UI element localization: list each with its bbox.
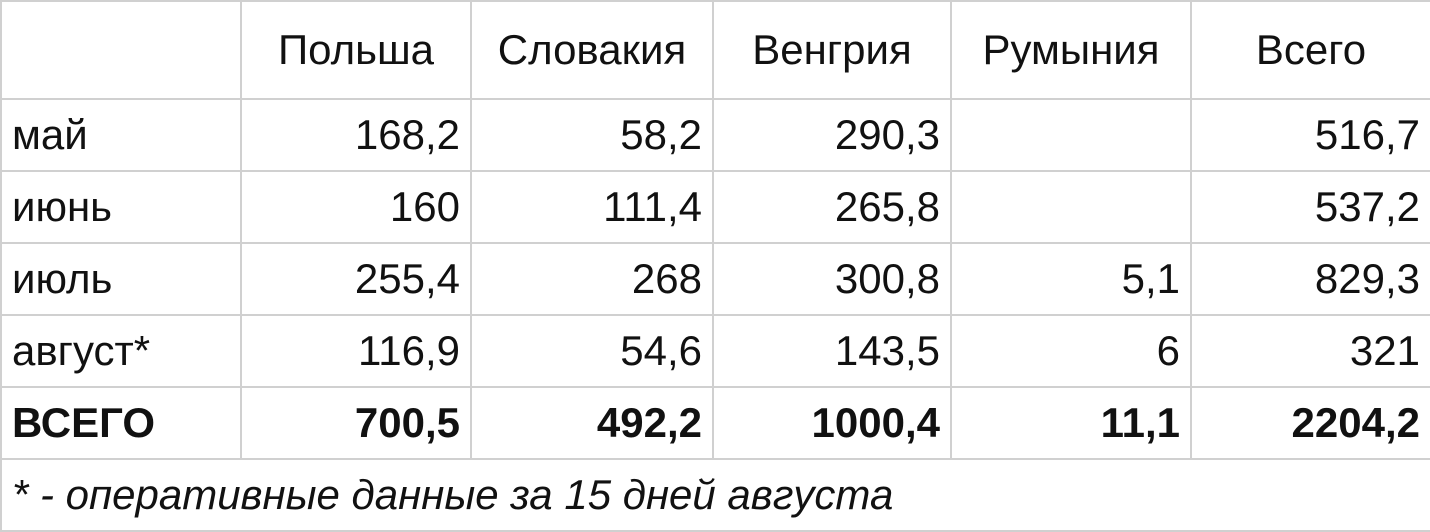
table-cell: 321 — [1190, 314, 1430, 388]
table-cell — [950, 170, 1192, 244]
column-header: Всего — [1190, 0, 1430, 100]
table-cell: 143,5 — [712, 314, 952, 388]
table-cell: 5,1 — [950, 242, 1192, 316]
table-cell: 168,2 — [240, 98, 472, 172]
table-cell: 111,4 — [470, 170, 714, 244]
table-cell: 6 — [950, 314, 1192, 388]
column-header: Словакия — [470, 0, 714, 100]
row-label: май — [0, 98, 242, 172]
table-row: июнь 160 111,4 265,8 537,2 — [0, 170, 1430, 244]
table-row: август* 116,9 54,6 143,5 6 321 — [0, 314, 1430, 388]
column-header — [0, 0, 242, 100]
table-cell: 829,3 — [1190, 242, 1430, 316]
table-cell: 492,2 — [470, 386, 714, 460]
header-row: Польша Словакия Венгрия Румыния Всего — [0, 0, 1430, 100]
table-cell: 2204,2 — [1190, 386, 1430, 460]
row-label: ВСЕГО — [0, 386, 242, 460]
column-header: Румыния — [950, 0, 1192, 100]
table-cell: 11,1 — [950, 386, 1192, 460]
table-cell: 700,5 — [240, 386, 472, 460]
table-cell: 537,2 — [1190, 170, 1430, 244]
row-label: август* — [0, 314, 242, 388]
row-label: июль — [0, 242, 242, 316]
table-cell: 116,9 — [240, 314, 472, 388]
footnote-row: * - оперативные данные за 15 дней август… — [0, 458, 1430, 532]
table-cell: 300,8 — [712, 242, 952, 316]
footnote: * - оперативные данные за 15 дней август… — [0, 458, 1430, 532]
column-header: Польша — [240, 0, 472, 100]
table-cell: 54,6 — [470, 314, 714, 388]
table-cell: 255,4 — [240, 242, 472, 316]
row-label: июнь — [0, 170, 242, 244]
total-row: ВСЕГО 700,5 492,2 1000,4 11,1 2204,2 — [0, 386, 1430, 460]
table-row: май 168,2 58,2 290,3 516,7 — [0, 98, 1430, 172]
table-cell: 160 — [240, 170, 472, 244]
column-header: Венгрия — [712, 0, 952, 100]
table-cell: 516,7 — [1190, 98, 1430, 172]
table-row: июль 255,4 268 300,8 5,1 829,3 — [0, 242, 1430, 316]
table-cell: 265,8 — [712, 170, 952, 244]
table-cell — [950, 98, 1192, 172]
table-cell: 290,3 — [712, 98, 952, 172]
table-cell: 58,2 — [470, 98, 714, 172]
table-cell: 1000,4 — [712, 386, 952, 460]
table-cell: 268 — [470, 242, 714, 316]
